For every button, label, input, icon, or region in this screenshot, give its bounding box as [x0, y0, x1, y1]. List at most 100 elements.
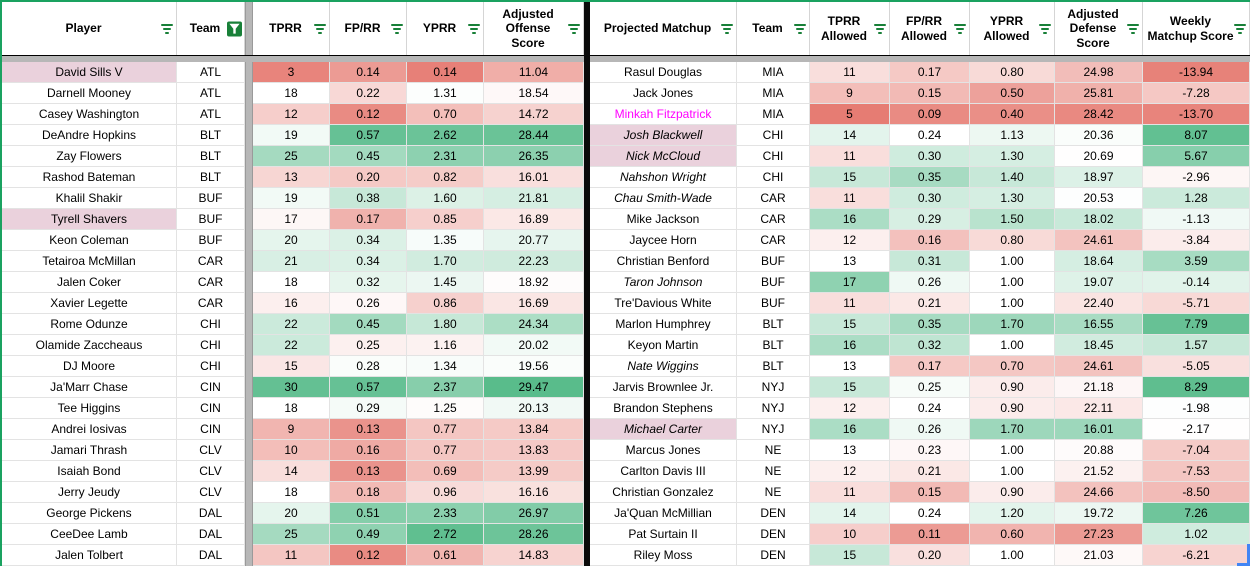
cell-team[interactable]: CAR	[737, 209, 810, 230]
cell-fprr[interactable]: 0.13	[330, 461, 407, 482]
cell-team[interactable]: CIN	[177, 419, 245, 440]
cell-yprr[interactable]: 0.90	[970, 377, 1055, 398]
cell-yprr[interactable]: 0.70	[407, 104, 484, 125]
cell-weekly[interactable]: -1.13	[1143, 209, 1250, 230]
cell-tprr[interactable]: 10	[810, 524, 890, 545]
cell-fprr[interactable]: 0.32	[330, 272, 407, 293]
cell-player[interactable]: Jalen Coker	[2, 272, 177, 293]
cell-yprr[interactable]: 0.86	[407, 293, 484, 314]
cell-player[interactable]: Brandon Stephens	[590, 398, 737, 419]
cell-yprr[interactable]: 1.13	[970, 125, 1055, 146]
cell-tprr[interactable]: 12	[810, 230, 890, 251]
cell-team[interactable]: BUF	[177, 188, 245, 209]
cell-score[interactable]: 14.83	[484, 545, 584, 566]
cell-fprr[interactable]: 0.32	[890, 335, 970, 356]
cell-tprr[interactable]: 5	[810, 104, 890, 125]
cell-player[interactable]: Tyrell Shavers	[2, 209, 177, 230]
cell-team[interactable]: DEN	[737, 545, 810, 566]
cell-tprr[interactable]: 18	[253, 83, 330, 104]
column-header-tprr[interactable]: TPRR Allowed	[810, 2, 890, 55]
column-header-tprr[interactable]: TPRR	[253, 2, 330, 55]
cell-player[interactable]: Taron Johnson	[590, 272, 737, 293]
cell-player[interactable]: Ja'Quan McMillian	[590, 503, 737, 524]
cell-tprr[interactable]: 11	[810, 188, 890, 209]
cell-fprr[interactable]: 0.31	[890, 251, 970, 272]
cell-weekly[interactable]: -13.94	[1143, 62, 1250, 83]
cell-def[interactable]: 21.52	[1055, 461, 1143, 482]
cell-score[interactable]: 20.13	[484, 398, 584, 419]
cell-team[interactable]: CAR	[177, 293, 245, 314]
cell-yprr[interactable]: 1.00	[970, 251, 1055, 272]
cell-player[interactable]: DJ Moore	[2, 356, 177, 377]
cell-fprr[interactable]: 0.16	[330, 440, 407, 461]
cell-score[interactable]: 16.69	[484, 293, 584, 314]
cell-player[interactable]: Minkah Fitzpatrick	[590, 104, 737, 125]
cell-team[interactable]: NYJ	[737, 398, 810, 419]
cell-player[interactable]: Tre'Davious White	[590, 293, 737, 314]
cell-player[interactable]: CeeDee Lamb	[2, 524, 177, 545]
cell-player[interactable]: Keon Coleman	[2, 230, 177, 251]
cell-player[interactable]: Tee Higgins	[2, 398, 177, 419]
cell-player[interactable]: Jack Jones	[590, 83, 737, 104]
cell-weekly[interactable]: 1.02	[1143, 524, 1250, 545]
column-header-player[interactable]: Player	[2, 2, 177, 55]
cell-fprr[interactable]: 0.29	[890, 209, 970, 230]
cell-team[interactable]: CIN	[177, 377, 245, 398]
cell-weekly[interactable]: -13.70	[1143, 104, 1250, 125]
cell-fprr[interactable]: 0.17	[890, 356, 970, 377]
cell-tprr[interactable]: 22	[253, 335, 330, 356]
cell-score[interactable]: 26.97	[484, 503, 584, 524]
cell-player[interactable]: George Pickens	[2, 503, 177, 524]
cell-tprr[interactable]: 20	[253, 503, 330, 524]
cell-weekly[interactable]: -7.04	[1143, 440, 1250, 461]
cell-player[interactable]: Mike Jackson	[590, 209, 737, 230]
cell-team[interactable]: DAL	[177, 503, 245, 524]
cell-weekly[interactable]: 8.07	[1143, 125, 1250, 146]
cell-team[interactable]: CLV	[177, 461, 245, 482]
cell-team[interactable]: MIA	[737, 104, 810, 125]
cell-team[interactable]: BLT	[737, 335, 810, 356]
column-header-fprr[interactable]: FP/RR Allowed	[890, 2, 970, 55]
cell-player[interactable]: Jaycee Horn	[590, 230, 737, 251]
column-header-def[interactable]: Adjusted Defense Score	[1055, 2, 1143, 55]
cell-team[interactable]: BLT	[177, 167, 245, 188]
cell-team[interactable]: CHI	[737, 146, 810, 167]
cell-fprr[interactable]: 0.23	[890, 440, 970, 461]
cell-fprr[interactable]: 0.17	[330, 209, 407, 230]
cell-yprr[interactable]: 1.35	[407, 230, 484, 251]
cell-player[interactable]: Jarvis Brownlee Jr.	[590, 377, 737, 398]
cell-yprr[interactable]: 1.45	[407, 272, 484, 293]
cell-tprr[interactable]: 18	[253, 398, 330, 419]
cell-fprr[interactable]: 0.20	[330, 167, 407, 188]
cell-player[interactable]: Rashod Bateman	[2, 167, 177, 188]
cell-yprr[interactable]: 0.61	[407, 545, 484, 566]
cell-team[interactable]: ATL	[177, 62, 245, 83]
cell-team[interactable]: NE	[737, 482, 810, 503]
cell-score[interactable]: 11.04	[484, 62, 584, 83]
cell-yprr[interactable]: 0.90	[970, 482, 1055, 503]
cell-team[interactable]: DEN	[737, 524, 810, 545]
cell-team[interactable]: CHI	[177, 335, 245, 356]
cell-tprr[interactable]: 14	[810, 125, 890, 146]
cell-yprr[interactable]: 1.20	[970, 503, 1055, 524]
cell-yprr[interactable]: 2.31	[407, 146, 484, 167]
cell-team[interactable]: DEN	[737, 503, 810, 524]
cell-team[interactable]: NYJ	[737, 419, 810, 440]
column-header-team[interactable]: Team	[737, 2, 810, 55]
cell-tprr[interactable]: 11	[810, 62, 890, 83]
cell-yprr[interactable]: 1.80	[407, 314, 484, 335]
cell-def[interactable]: 27.23	[1055, 524, 1143, 545]
cell-tprr[interactable]: 25	[253, 146, 330, 167]
cell-yprr[interactable]: 0.50	[970, 83, 1055, 104]
filter-icon[interactable]	[314, 23, 326, 34]
cell-score[interactable]: 19.56	[484, 356, 584, 377]
cell-yprr[interactable]: 2.37	[407, 377, 484, 398]
cell-tprr[interactable]: 18	[253, 482, 330, 503]
cell-team[interactable]: BUF	[737, 272, 810, 293]
cell-tprr[interactable]: 15	[253, 356, 330, 377]
cell-tprr[interactable]: 14	[810, 503, 890, 524]
cell-weekly[interactable]: -2.96	[1143, 167, 1250, 188]
cell-player[interactable]: Jerry Jeudy	[2, 482, 177, 503]
cell-team[interactable]: BUF	[737, 293, 810, 314]
cell-tprr[interactable]: 15	[810, 314, 890, 335]
